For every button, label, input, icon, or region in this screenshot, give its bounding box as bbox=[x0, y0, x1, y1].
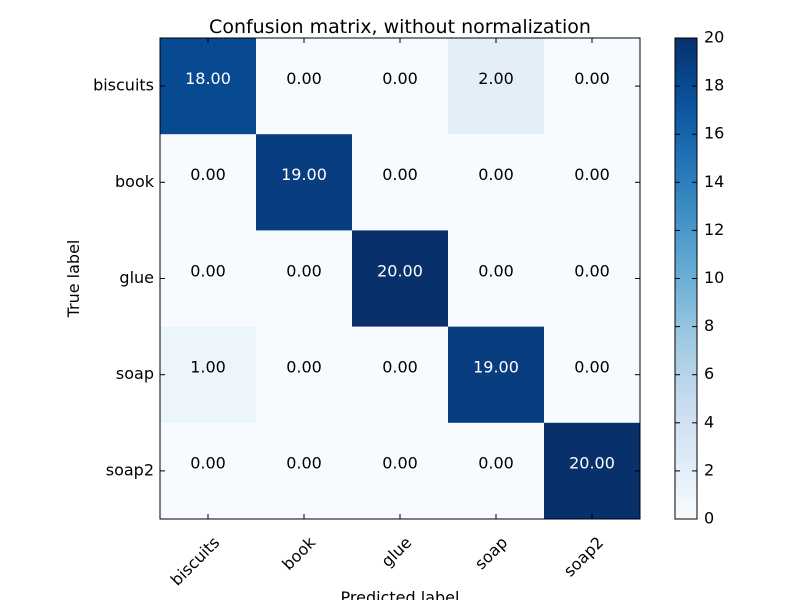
cell-value-label: 0.00 bbox=[478, 165, 514, 184]
x-tick-label: book bbox=[278, 532, 320, 574]
cell-value-label: 1.00 bbox=[190, 357, 226, 376]
cell-value-label: 0.00 bbox=[286, 357, 322, 376]
y-tick-label: soap bbox=[116, 364, 154, 383]
cell-value-label: 0.00 bbox=[286, 261, 322, 280]
heatmap-cell-labels: 18.00 0.00 0.00 2.00 0.00 0.00 19.00 0.00 0.00 0.… bbox=[185, 69, 615, 473]
heatmap-cell bbox=[256, 230, 353, 328]
y-tick-label: book bbox=[115, 172, 155, 191]
y-tick-label: biscuits bbox=[93, 76, 154, 95]
heatmap-cell bbox=[448, 326, 545, 424]
y-tick-label: soap2 bbox=[106, 460, 154, 479]
heatmap-cell bbox=[160, 422, 257, 520]
heatmap-cell bbox=[544, 38, 641, 135]
colorbar-tick-label: 2 bbox=[704, 460, 714, 479]
cell-value-label: 0.00 bbox=[382, 357, 418, 376]
heatmap-cell bbox=[448, 230, 545, 328]
heatmap-cell bbox=[256, 134, 353, 231]
heatmap-cell bbox=[544, 326, 641, 424]
colorbar-tick-label: 0 bbox=[704, 509, 714, 528]
x-tick-label: soap2 bbox=[560, 533, 608, 581]
y-axis-label: True label bbox=[64, 240, 83, 319]
heatmap-cell bbox=[352, 326, 449, 424]
y-axis-ticks: biscuits book glue soap soap2 bbox=[93, 76, 640, 479]
x-tick-label: glue bbox=[377, 533, 415, 571]
colorbar-tick-label: 10 bbox=[704, 268, 724, 287]
heatmap-cell bbox=[256, 422, 353, 520]
cell-value-label: 20.00 bbox=[377, 261, 423, 280]
cell-value-label: 0.00 bbox=[574, 261, 610, 280]
heatmap-cell bbox=[352, 134, 449, 231]
heatmap-cell bbox=[352, 38, 449, 135]
cell-value-label: 0.00 bbox=[190, 261, 226, 280]
cell-value-label: 0.00 bbox=[574, 165, 610, 184]
cell-value-label: 0.00 bbox=[382, 69, 418, 88]
cell-value-label: 2.00 bbox=[478, 69, 514, 88]
heatmap-cell bbox=[160, 230, 257, 328]
colorbar-tick-label: 6 bbox=[704, 364, 714, 383]
heatmap-cell bbox=[256, 38, 353, 135]
heatmap-cell bbox=[544, 230, 641, 328]
cell-value-label: 0.00 bbox=[478, 261, 514, 280]
colorbar-tick-label: 16 bbox=[704, 124, 724, 143]
colorbar-tick-label: 18 bbox=[704, 76, 724, 95]
heatmap-cell bbox=[160, 134, 257, 231]
cell-value-label: 20.00 bbox=[569, 454, 615, 473]
colorbar-gradient bbox=[675, 38, 697, 519]
x-tick-label: soap bbox=[471, 533, 511, 573]
cell-value-label: 0.00 bbox=[574, 69, 610, 88]
heatmap-cell bbox=[448, 422, 545, 520]
cell-value-label: 0.00 bbox=[478, 454, 514, 473]
colorbar: 0 2 4 6 8 10 12 14 16 18 20 bbox=[674, 28, 724, 528]
heatmap-cell bbox=[352, 422, 449, 520]
colorbar-tick-label: 4 bbox=[704, 412, 714, 431]
colorbar-tick-label: 8 bbox=[704, 316, 714, 335]
cell-value-label: 19.00 bbox=[473, 357, 519, 376]
colorbar-tick-label: 12 bbox=[704, 220, 724, 239]
heatmap-cell bbox=[448, 134, 545, 231]
cell-value-label: 19.00 bbox=[281, 165, 327, 184]
cell-value-label: 0.00 bbox=[286, 454, 322, 473]
cell-value-label: 0.00 bbox=[574, 357, 610, 376]
cell-value-label: 0.00 bbox=[190, 454, 226, 473]
y-tick-label: glue bbox=[119, 268, 154, 287]
x-tick-label: biscuits bbox=[167, 533, 224, 590]
cell-value-label: 0.00 bbox=[382, 454, 418, 473]
colorbar-tick-label: 14 bbox=[704, 172, 724, 191]
cell-value-label: 18.00 bbox=[185, 69, 231, 88]
heatmap-cell bbox=[256, 326, 353, 424]
cell-value-label: 0.00 bbox=[190, 165, 226, 184]
colorbar-tick-label: 20 bbox=[704, 28, 724, 47]
heatmap-cell bbox=[448, 38, 545, 135]
heatmap-cell bbox=[160, 38, 257, 135]
cell-value-label: 0.00 bbox=[382, 165, 418, 184]
heatmap-cell bbox=[352, 230, 449, 328]
heatmap-cells bbox=[160, 38, 641, 520]
colorbar-frame bbox=[674, 37, 698, 520]
cell-value-label: 0.00 bbox=[286, 69, 322, 88]
heatmap-cell bbox=[544, 422, 641, 520]
chart-title: Confusion matrix, without normalization bbox=[209, 16, 591, 38]
x-axis-label: Predicted label bbox=[341, 588, 460, 600]
heatmap-cell bbox=[544, 134, 641, 231]
colorbar-ticks: 0 2 4 6 8 10 12 14 16 18 20 bbox=[675, 28, 724, 528]
heatmap-cell bbox=[160, 326, 257, 424]
